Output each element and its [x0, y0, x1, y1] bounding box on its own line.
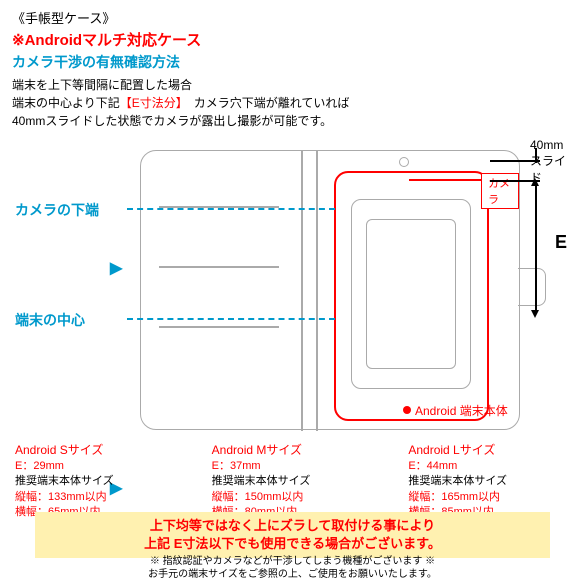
dashed-line	[127, 208, 335, 210]
size-title: Android Mサイズ	[212, 442, 374, 459]
desc-line2: 端末の中心より下記【E寸法分】 カメラ穴下端が離れていれば	[12, 94, 571, 112]
case-diagram: カメラ カメラの下端▶ 端末の中心▶ 40mm スライド E Android 端…	[15, 140, 570, 430]
desc-line1: 端末を上下等間隔に配置した場合	[12, 76, 571, 94]
size-title: Android Sサイズ	[15, 442, 177, 459]
size-h: 縦幅：150mm以内	[212, 490, 374, 505]
camera-hole-icon	[399, 157, 409, 167]
size-col-s: Android Sサイズ E：29mm 推奨端末本体サイズ 縦幅：133mm以内…	[15, 442, 177, 520]
dim-line	[535, 184, 537, 314]
size-title: Android Lサイズ	[408, 442, 570, 459]
size-h: 縦幅：165mm以内	[408, 490, 570, 505]
dim-e: E	[555, 232, 567, 253]
desc-line3: 40mmスライドした状態でカメラが露出し撮影が可能です。	[12, 112, 571, 130]
size-e: E：29mm	[15, 459, 177, 474]
camera-leader-line	[409, 179, 481, 181]
dim-line	[535, 148, 537, 163]
inner-rect2	[366, 219, 456, 369]
footer-line1: ※ 指紋認証やカメラなどが干渉してしまう機種がございます ※	[15, 555, 570, 568]
fold-line2	[316, 151, 318, 431]
arrow-icon: ▶	[110, 258, 122, 278]
header-block: 《手帳型ケース》 ※Androidマルチ対応ケース カメラ干渉の有無確認方法 端…	[0, 0, 583, 134]
notice-box: 上下均等ではなく上にズラして取付ける事により 上記 E寸法以下でも使用できる場合…	[35, 512, 550, 558]
size-rec: 推奨端末本体サイズ	[15, 474, 177, 489]
bracket-title: 《手帳型ケース》	[12, 8, 571, 27]
clasp	[518, 268, 546, 306]
title-red: ※Androidマルチ対応ケース	[12, 29, 571, 50]
card-slot	[159, 326, 279, 328]
arrowhead-icon	[531, 310, 539, 318]
footer-line2: お手元の端末サイズをご参照の上、ご使用をお願いいたします。	[15, 568, 570, 581]
title-blue: カメラ干渉の有無確認方法	[12, 52, 571, 72]
size-h: 縦幅：133mm以内	[15, 490, 177, 505]
size-col-m: Android Mサイズ E：37mm 推奨端末本体サイズ 縦幅：150mm以内…	[212, 442, 374, 520]
size-rec: 推奨端末本体サイズ	[408, 474, 570, 489]
camera-label: カメラ	[481, 173, 519, 209]
dashed-line	[127, 318, 335, 320]
notice-line1: 上下均等ではなく上にズラして取付ける事により	[40, 517, 545, 535]
legend-dot-icon	[403, 406, 411, 414]
android-label: Android 端末本体	[415, 402, 508, 419]
size-rec: 推奨端末本体サイズ	[212, 474, 374, 489]
size-table: Android Sサイズ E：29mm 推奨端末本体サイズ 縦幅：133mm以内…	[15, 442, 570, 520]
size-col-l: Android Lサイズ E：44mm 推奨端末本体サイズ 縦幅：165mm以内…	[408, 442, 570, 520]
case-outline: カメラ	[140, 150, 520, 430]
footer-note: ※ 指紋認証やカメラなどが干渉してしまう機種がございます ※ お手元の端末サイズ…	[15, 555, 570, 581]
arrowhead-icon	[531, 178, 539, 186]
label-camera-edge: カメラの下端▶	[15, 200, 99, 220]
dim-line	[490, 160, 540, 162]
fold-line	[301, 151, 303, 431]
label-center: 端末の中心▶	[15, 310, 85, 330]
size-e: E：44mm	[408, 459, 570, 474]
notice-line2: 上記 E寸法以下でも使用できる場合がございます。	[40, 535, 545, 553]
card-slot	[159, 266, 279, 268]
description: 端末を上下等間隔に配置した場合 端末の中心より下記【E寸法分】 カメラ穴下端が離…	[12, 76, 571, 130]
size-e: E：37mm	[212, 459, 374, 474]
